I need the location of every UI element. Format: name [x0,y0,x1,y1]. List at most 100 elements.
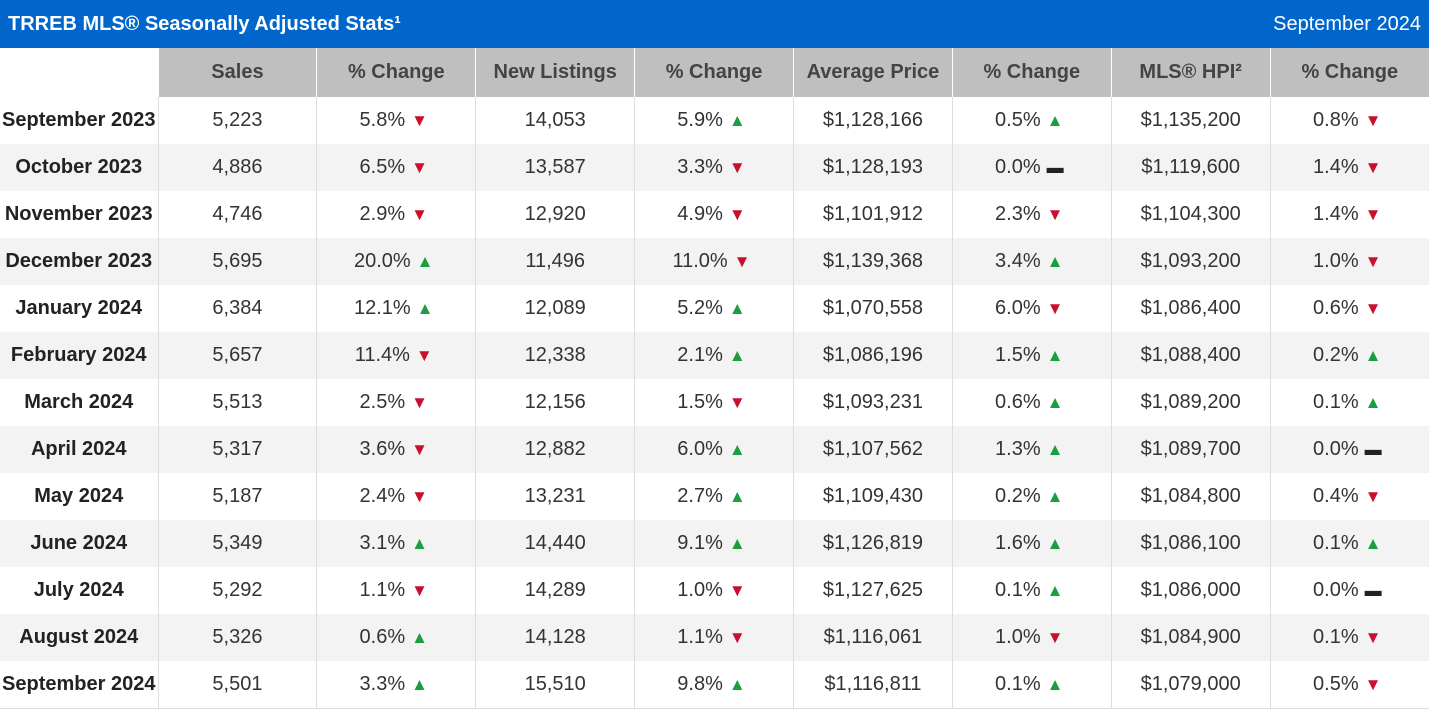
row: February 2024 5,657 11.4% ▼ 12,338 2.1% ▲ $1,08… [0,332,1429,379]
change-cell: 6.0% ▲ [634,426,794,473]
change-cell: 1.3% ▲ [951,426,1112,473]
column-header: MLS® HPI² [1110,48,1271,97]
trend-arrow: ▼ [1364,487,1382,506]
change-cell: 5.2% ▲ [634,285,794,332]
trend-arrow: ▲ [728,299,746,318]
row-label: September 2024 [0,661,158,709]
trend-arrow: ▼ [1364,205,1382,224]
cell: $1,086,196 [793,332,953,379]
change-cell: 0.0% ▬ [1269,567,1429,614]
row-label: May 2024 [34,485,124,507]
cell: 12,156 [475,379,635,426]
cell: $1,126,819 [793,520,953,567]
trend-arrow: ▲ [728,487,746,506]
change-value: 2.4% [359,485,406,507]
row-label: January 2024 [15,297,143,319]
trend-arrow: ▼ [411,111,428,130]
change-cell: 9.8% ▲ [634,661,794,709]
column-header: % Change [316,48,476,97]
row-label: February 2024 [0,332,158,379]
trend-arrow: ▲ [728,534,746,553]
trend-arrow: ▼ [728,393,746,412]
cell: 4,746 [157,191,317,238]
trend-arrow: ▬ [1364,440,1382,459]
change-value: 0.0% [1313,438,1359,460]
change-value: 1.5% [677,391,723,413]
cell: 5,317 [157,426,317,473]
change-cell: 5.8% ▼ [316,97,476,144]
change-value: 3.6% [359,438,406,460]
row-label: June 2024 [0,520,158,567]
trend-arrow: ▼ [1046,205,1064,224]
trend-arrow: ▼ [728,581,746,600]
row: September 2023 5,223 5.8% ▼ 14,053 5.9% ▲ $1,12… [0,97,1429,144]
change-cell: 0.0% ▬ [951,144,1112,191]
row: January 2024 6,384 12.1% ▲ 12,089 5.2% ▲ $1,070… [0,285,1429,332]
cell: 12,089 [475,285,635,332]
change-cell: 0.2% ▲ [951,473,1112,520]
change-cell: 0.1% ▲ [1269,520,1429,567]
cell: $1,128,166 [793,97,953,144]
change-cell: 1.6% ▲ [951,520,1112,567]
change-value: 6.0% [677,438,723,460]
row: November 2023 4,746 2.9% ▼ 12,920 4.9% ▼ $1,101… [0,191,1429,238]
cell: $1,109,430 [793,473,953,520]
change-value: 5.9% [677,109,723,131]
cell: $1,086,100 [1110,520,1271,567]
cell: $1,070,558 [793,285,953,332]
trend-arrow: ▼ [1364,158,1382,177]
trend-arrow: ▲ [1046,440,1064,459]
change-cell: 1.5% ▲ [951,332,1112,379]
cell: $1,127,625 [793,567,953,614]
trend-arrow: ▼ [1364,628,1382,647]
change-value: 1.1% [359,579,406,601]
cell: 5,695 [157,238,317,285]
change-cell: 2.4% ▼ [316,473,476,520]
change-cell: 3.6% ▼ [316,426,476,473]
stats-table: Sales% Change New Listings% Change Average… [0,48,1429,709]
row-label: November 2023 [4,203,153,225]
column-header: New Listings [475,48,635,97]
cell: 14,053 [475,97,635,144]
change-cell: 1.0% ▼ [634,567,794,614]
column-header: % Change [634,48,794,97]
trend-arrow: ▼ [1364,299,1382,318]
cell: 5,513 [157,379,317,426]
cell: 5,292 [157,567,317,614]
change-value: 0.1% [1313,626,1359,648]
row-label: December 2023 [0,238,158,285]
trend-arrow: ▼ [411,581,428,600]
trend-arrow: ▲ [1364,346,1382,365]
change-value: 1.4% [1313,156,1359,178]
change-value: 4.9% [677,203,723,225]
change-cell: 0.8% ▼ [1269,97,1429,144]
change-value: 6.5% [359,156,406,178]
change-cell: 2.3% ▼ [951,191,1112,238]
change-value: 0.6% [359,626,406,648]
change-value: 0.5% [995,109,1041,131]
change-cell: 3.3% ▲ [316,661,476,709]
header-bar: TRREB MLS® Seasonally Adjusted Stats¹ Se… [0,0,1429,48]
change-value: 12.1% [353,297,411,319]
change-value: 0.5% [1313,673,1359,695]
change-value: 1.3% [995,438,1041,460]
change-value: 2.5% [359,391,406,413]
trend-arrow: ▼ [1364,111,1382,130]
trend-arrow: ▼ [411,487,428,506]
change-cell: 20.0% ▲ [316,238,476,285]
change-cell: 3.1% ▲ [316,520,476,567]
cell: $1,084,900 [1110,614,1271,661]
change-value: 1.0% [995,626,1041,648]
cell: $1,089,700 [1110,426,1271,473]
cell: $1,116,811 [793,661,953,709]
cell: $1,119,600 [1110,144,1271,191]
cell: 14,289 [475,567,635,614]
change-value: 9.1% [677,532,723,554]
trend-arrow: ▲ [1046,534,1064,553]
date: September 2024 [1273,12,1421,35]
change-value: 0.6% [1313,297,1359,319]
change-value: 9.8% [677,673,723,695]
cell: $1,116,061 [793,614,953,661]
change-cell: 1.4% ▼ [1269,191,1429,238]
cell: $1,093,200 [1110,238,1271,285]
